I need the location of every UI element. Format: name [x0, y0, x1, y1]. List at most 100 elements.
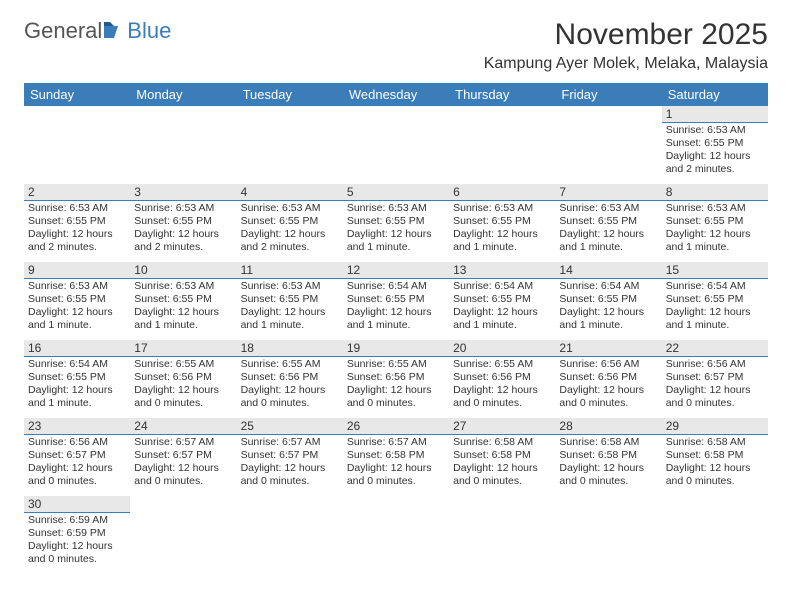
sunset-text: Sunset: 6:58 PM — [453, 449, 551, 462]
day-number: 17 — [130, 340, 236, 357]
day-number: 28 — [555, 418, 661, 435]
calendar-cell: 9Sunrise: 6:53 AMSunset: 6:55 PMDaylight… — [24, 262, 130, 340]
sunrise-text: Sunrise: 6:53 AM — [241, 202, 339, 215]
sunrise-text: Sunrise: 6:56 AM — [559, 358, 657, 371]
daylight-text: Daylight: 12 hours and 0 minutes. — [134, 462, 232, 488]
day-content: Sunrise: 6:58 AMSunset: 6:58 PMDaylight:… — [449, 435, 555, 492]
daylight-text: Daylight: 12 hours and 0 minutes. — [347, 462, 445, 488]
sunrise-text: Sunrise: 6:53 AM — [453, 202, 551, 215]
day-number: 1 — [662, 106, 768, 123]
sunrise-text: Sunrise: 6:53 AM — [134, 202, 232, 215]
calendar-cell — [555, 496, 661, 574]
calendar-cell: 2Sunrise: 6:53 AMSunset: 6:55 PMDaylight… — [24, 184, 130, 262]
sunrise-text: Sunrise: 6:55 AM — [241, 358, 339, 371]
sunset-text: Sunset: 6:55 PM — [134, 215, 232, 228]
day-content: Sunrise: 6:53 AMSunset: 6:55 PMDaylight:… — [237, 201, 343, 258]
day-number: 8 — [662, 184, 768, 201]
daylight-text: Daylight: 12 hours and 0 minutes. — [559, 462, 657, 488]
daylight-text: Daylight: 12 hours and 1 minute. — [559, 306, 657, 332]
calendar-cell — [662, 496, 768, 574]
day-content: Sunrise: 6:55 AMSunset: 6:56 PMDaylight:… — [449, 357, 555, 414]
sunset-text: Sunset: 6:55 PM — [241, 215, 339, 228]
sunrise-text: Sunrise: 6:57 AM — [241, 436, 339, 449]
calendar-cell: 26Sunrise: 6:57 AMSunset: 6:58 PMDayligh… — [343, 418, 449, 496]
day-content: Sunrise: 6:53 AMSunset: 6:55 PMDaylight:… — [24, 279, 130, 336]
sunrise-text: Sunrise: 6:59 AM — [28, 514, 126, 527]
calendar-cell: 10Sunrise: 6:53 AMSunset: 6:55 PMDayligh… — [130, 262, 236, 340]
sunset-text: Sunset: 6:57 PM — [666, 371, 764, 384]
day-content: Sunrise: 6:53 AMSunset: 6:55 PMDaylight:… — [449, 201, 555, 258]
calendar-week: 9Sunrise: 6:53 AMSunset: 6:55 PMDaylight… — [24, 262, 768, 340]
sunset-text: Sunset: 6:55 PM — [28, 371, 126, 384]
daylight-text: Daylight: 12 hours and 0 minutes. — [28, 462, 126, 488]
day-content: Sunrise: 6:53 AMSunset: 6:55 PMDaylight:… — [237, 279, 343, 336]
day-number: 10 — [130, 262, 236, 279]
weekday-header: Friday — [555, 83, 661, 106]
calendar-cell — [130, 106, 236, 184]
day-content: Sunrise: 6:53 AMSunset: 6:55 PMDaylight:… — [130, 279, 236, 336]
sunrise-text: Sunrise: 6:57 AM — [347, 436, 445, 449]
day-content: Sunrise: 6:54 AMSunset: 6:55 PMDaylight:… — [343, 279, 449, 336]
day-content: Sunrise: 6:53 AMSunset: 6:55 PMDaylight:… — [343, 201, 449, 258]
sunset-text: Sunset: 6:55 PM — [134, 293, 232, 306]
calendar-head: SundayMondayTuesdayWednesdayThursdayFrid… — [24, 83, 768, 106]
day-content: Sunrise: 6:54 AMSunset: 6:55 PMDaylight:… — [662, 279, 768, 336]
sunrise-text: Sunrise: 6:53 AM — [347, 202, 445, 215]
sunrise-text: Sunrise: 6:55 AM — [453, 358, 551, 371]
daylight-text: Daylight: 12 hours and 1 minute. — [28, 306, 126, 332]
sunset-text: Sunset: 6:57 PM — [28, 449, 126, 462]
sunrise-text: Sunrise: 6:53 AM — [241, 280, 339, 293]
sunset-text: Sunset: 6:55 PM — [347, 293, 445, 306]
daylight-text: Daylight: 12 hours and 1 minute. — [347, 306, 445, 332]
day-content: Sunrise: 6:55 AMSunset: 6:56 PMDaylight:… — [237, 357, 343, 414]
sunrise-text: Sunrise: 6:58 AM — [453, 436, 551, 449]
sunset-text: Sunset: 6:57 PM — [241, 449, 339, 462]
day-number: 30 — [24, 496, 130, 513]
calendar-week: 30Sunrise: 6:59 AMSunset: 6:59 PMDayligh… — [24, 496, 768, 574]
day-content: Sunrise: 6:53 AMSunset: 6:55 PMDaylight:… — [130, 201, 236, 258]
calendar-cell: 1Sunrise: 6:53 AMSunset: 6:55 PMDaylight… — [662, 106, 768, 184]
day-content: Sunrise: 6:55 AMSunset: 6:56 PMDaylight:… — [130, 357, 236, 414]
sunset-text: Sunset: 6:55 PM — [559, 293, 657, 306]
daylight-text: Daylight: 12 hours and 0 minutes. — [453, 384, 551, 410]
calendar-cell: 18Sunrise: 6:55 AMSunset: 6:56 PMDayligh… — [237, 340, 343, 418]
daylight-text: Daylight: 12 hours and 1 minute. — [559, 228, 657, 254]
calendar-cell — [130, 496, 236, 574]
sunset-text: Sunset: 6:55 PM — [28, 293, 126, 306]
calendar-cell: 4Sunrise: 6:53 AMSunset: 6:55 PMDaylight… — [237, 184, 343, 262]
daylight-text: Daylight: 12 hours and 0 minutes. — [453, 462, 551, 488]
flag-icon — [104, 22, 126, 38]
day-content: Sunrise: 6:54 AMSunset: 6:55 PMDaylight:… — [24, 357, 130, 414]
sunrise-text: Sunrise: 6:56 AM — [666, 358, 764, 371]
day-number: 9 — [24, 262, 130, 279]
sunrise-text: Sunrise: 6:53 AM — [559, 202, 657, 215]
sunrise-text: Sunrise: 6:55 AM — [347, 358, 445, 371]
sunset-text: Sunset: 6:56 PM — [559, 371, 657, 384]
day-number: 20 — [449, 340, 555, 357]
calendar-cell: 19Sunrise: 6:55 AMSunset: 6:56 PMDayligh… — [343, 340, 449, 418]
day-number: 22 — [662, 340, 768, 357]
day-content: Sunrise: 6:54 AMSunset: 6:55 PMDaylight:… — [555, 279, 661, 336]
day-content: Sunrise: 6:53 AMSunset: 6:55 PMDaylight:… — [24, 201, 130, 258]
title-block: November 2025 Kampung Ayer Molek, Melaka… — [484, 18, 768, 73]
calendar-cell — [24, 106, 130, 184]
day-content: Sunrise: 6:57 AMSunset: 6:58 PMDaylight:… — [343, 435, 449, 492]
calendar-cell: 7Sunrise: 6:53 AMSunset: 6:55 PMDaylight… — [555, 184, 661, 262]
calendar-cell: 25Sunrise: 6:57 AMSunset: 6:57 PMDayligh… — [237, 418, 343, 496]
sunset-text: Sunset: 6:58 PM — [559, 449, 657, 462]
calendar-cell: 29Sunrise: 6:58 AMSunset: 6:58 PMDayligh… — [662, 418, 768, 496]
day-content: Sunrise: 6:53 AMSunset: 6:55 PMDaylight:… — [662, 123, 768, 180]
sunrise-text: Sunrise: 6:57 AM — [134, 436, 232, 449]
daylight-text: Daylight: 12 hours and 0 minutes. — [559, 384, 657, 410]
calendar-cell: 24Sunrise: 6:57 AMSunset: 6:57 PMDayligh… — [130, 418, 236, 496]
brand-part2: Blue — [127, 18, 171, 44]
calendar-cell: 12Sunrise: 6:54 AMSunset: 6:55 PMDayligh… — [343, 262, 449, 340]
sunrise-text: Sunrise: 6:53 AM — [28, 202, 126, 215]
sunset-text: Sunset: 6:55 PM — [28, 215, 126, 228]
day-content: Sunrise: 6:59 AMSunset: 6:59 PMDaylight:… — [24, 513, 130, 570]
calendar-cell: 20Sunrise: 6:55 AMSunset: 6:56 PMDayligh… — [449, 340, 555, 418]
weekday-header: Monday — [130, 83, 236, 106]
sunrise-text: Sunrise: 6:54 AM — [453, 280, 551, 293]
calendar-cell: 13Sunrise: 6:54 AMSunset: 6:55 PMDayligh… — [449, 262, 555, 340]
day-number: 21 — [555, 340, 661, 357]
